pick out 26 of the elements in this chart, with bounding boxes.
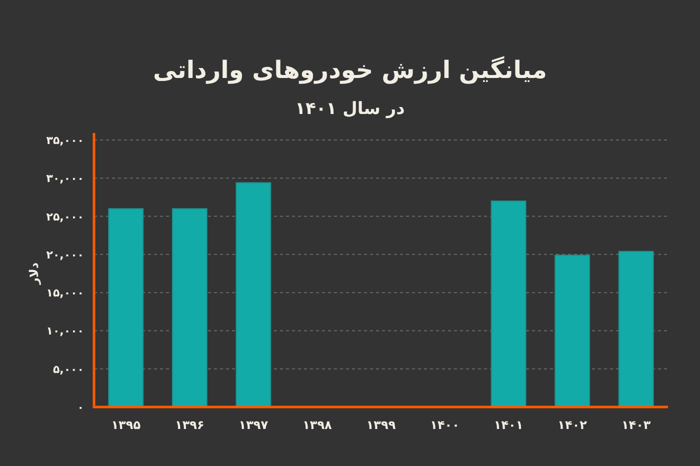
- y-tick-label: ۱۰,۰۰۰: [46, 324, 84, 338]
- x-tick-label: ۱۳۹۶: [175, 418, 204, 432]
- x-tick-label: ۱۴۰۳: [621, 418, 652, 432]
- x-tick-label: ۱۳۹۵: [111, 418, 141, 432]
- bar: [108, 208, 144, 408]
- y-tick-label: ۲۰,۰۰۰: [46, 248, 84, 262]
- x-tick-label: ۱۳۹۷: [238, 418, 269, 432]
- x-tick-label: ۱۴۰۲: [558, 418, 588, 432]
- y-tick-label: ۲۵,۰۰۰: [46, 210, 84, 224]
- bar: [618, 250, 654, 408]
- y-tick-label: ۰: [77, 401, 84, 414]
- x-tick-label: ۱۴۰۰: [430, 418, 460, 432]
- y-axis-title: دلار: [27, 262, 41, 286]
- x-tick-label: ۱۳۹۸: [302, 418, 333, 432]
- bar: [172, 208, 208, 408]
- x-tick-label: ۱۳۹۹: [366, 418, 396, 432]
- bar: [490, 200, 526, 408]
- y-tick-label: ۵,۰۰۰: [52, 362, 84, 376]
- bar: [554, 254, 590, 408]
- x-tick-label: ۱۴۰۱: [494, 418, 524, 432]
- chart-title: میانگین ارزش خودروهای وارداتی: [153, 56, 547, 84]
- y-tick-label: ۳۵,۰۰۰: [46, 134, 84, 147]
- chart-subtitle: در سال ۱۴۰۱: [295, 99, 406, 119]
- bar: [236, 182, 272, 408]
- y-tick-label: ۱۵,۰۰۰: [46, 286, 84, 300]
- y-tick-label: ۳۰,۰۰۰: [46, 172, 84, 186]
